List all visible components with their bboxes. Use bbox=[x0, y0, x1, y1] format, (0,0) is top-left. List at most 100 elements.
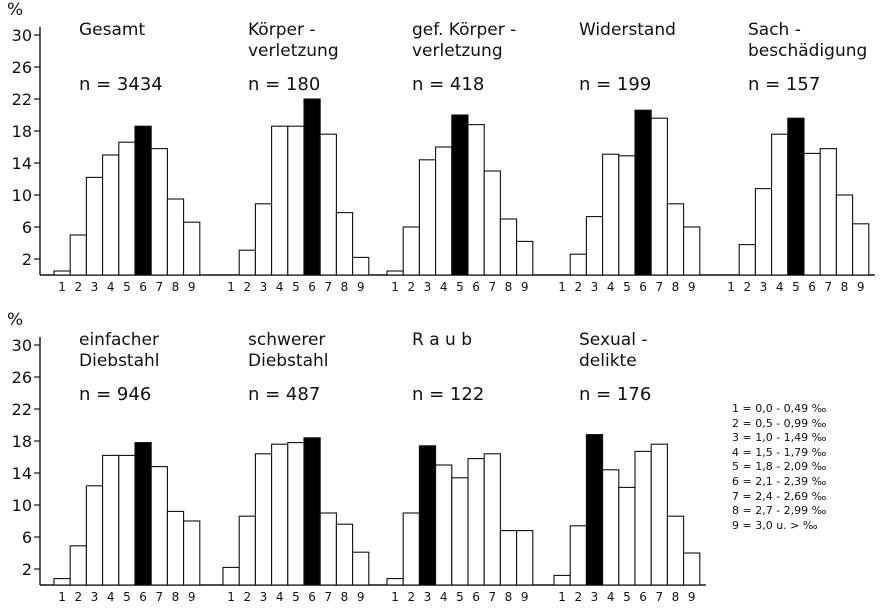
category-legend: 1 = 0,0 - 0,49 ‰ 2 = 0,5 - 0,99 ‰ 3 = 1,… bbox=[732, 402, 826, 533]
bar bbox=[467, 124, 485, 276]
x-tick-label: 8 bbox=[341, 280, 349, 294]
bar bbox=[335, 523, 354, 586]
x-tick-label: 2 bbox=[74, 280, 82, 294]
x-tick-label: 7 bbox=[655, 280, 663, 294]
y-tick-label: 14 bbox=[12, 464, 32, 483]
x-tick-label: 8 bbox=[672, 280, 680, 294]
x-tick-label: 9 bbox=[521, 280, 529, 294]
bar bbox=[183, 520, 201, 586]
x-tick-label: 1 bbox=[391, 280, 399, 294]
panel-title: Widerstand bbox=[579, 20, 676, 40]
bar bbox=[254, 203, 273, 276]
x-tick-label: 5 bbox=[623, 590, 631, 604]
x-tick-label: 5 bbox=[123, 590, 131, 604]
bar bbox=[516, 530, 534, 586]
x-tick-label: 1 bbox=[227, 590, 235, 604]
bar bbox=[386, 578, 404, 586]
bar bbox=[254, 453, 273, 586]
bar bbox=[602, 469, 620, 586]
bar bbox=[618, 486, 636, 586]
y-tick-label: 22 bbox=[12, 400, 32, 419]
x-tick-label: 7 bbox=[155, 280, 163, 294]
x-tick-label: 6 bbox=[639, 590, 647, 604]
y-unit-label: % bbox=[7, 310, 23, 330]
x-tick-label: 1 bbox=[727, 280, 735, 294]
bar-highlighted bbox=[585, 434, 604, 586]
x-tick-label: 7 bbox=[324, 590, 332, 604]
x-tick-label: 9 bbox=[688, 590, 696, 604]
bar bbox=[483, 170, 501, 276]
panel-title: Sach - bbox=[748, 20, 801, 40]
y-tick-label: 6 bbox=[22, 528, 32, 547]
y-tick-label: 2 bbox=[22, 250, 32, 269]
y-tick-label: 22 bbox=[12, 90, 32, 109]
sample-size-label: n = 122 bbox=[412, 384, 484, 405]
sample-size-label: n = 3434 bbox=[79, 74, 163, 95]
x-tick-label: 8 bbox=[505, 280, 513, 294]
x-tick-label: 7 bbox=[488, 590, 496, 604]
bar bbox=[650, 443, 668, 586]
bar bbox=[319, 512, 337, 586]
bar-highlighted bbox=[418, 445, 437, 586]
panel-title: verletzung bbox=[248, 41, 339, 61]
bar bbox=[819, 148, 837, 276]
panel-title: beschädigung bbox=[748, 41, 867, 61]
legend-entry: 4 = 1,5 - 1,79 ‰ bbox=[732, 445, 827, 459]
bar bbox=[287, 442, 305, 586]
bar bbox=[402, 512, 420, 586]
x-tick-label: 7 bbox=[155, 590, 163, 604]
bar bbox=[102, 154, 120, 276]
y-tick-label: 2 bbox=[22, 560, 32, 579]
bar bbox=[402, 226, 420, 276]
x-tick-label: 5 bbox=[456, 280, 464, 294]
x-tick-label: 3 bbox=[591, 590, 599, 604]
bar bbox=[754, 188, 773, 276]
x-tick-label: 3 bbox=[424, 280, 432, 294]
bar-highlighted bbox=[634, 109, 652, 276]
x-tick-label: 1 bbox=[558, 590, 566, 604]
x-tick-label: 9 bbox=[357, 280, 365, 294]
x-tick-label: 9 bbox=[188, 280, 196, 294]
x-tick-label: 4 bbox=[607, 590, 615, 604]
bar bbox=[118, 141, 136, 276]
y-tick-label: 10 bbox=[12, 496, 32, 515]
x-tick-label: 1 bbox=[391, 590, 399, 604]
x-tick-label: 5 bbox=[623, 280, 631, 294]
legend-entry: 2 = 0,5 - 0,99 ‰ bbox=[732, 416, 827, 430]
y-tick-label: 30 bbox=[12, 336, 32, 355]
y-unit-label: % bbox=[7, 0, 23, 20]
x-tick-label: 2 bbox=[243, 590, 251, 604]
panel-title: einfacher bbox=[79, 330, 159, 350]
bar bbox=[451, 477, 469, 586]
bar bbox=[435, 464, 453, 586]
bar bbox=[852, 223, 870, 276]
bar bbox=[271, 443, 289, 586]
bar bbox=[335, 212, 354, 276]
x-tick-label: 6 bbox=[808, 280, 816, 294]
x-tick-label: 2 bbox=[574, 590, 582, 604]
x-tick-label: 8 bbox=[505, 590, 513, 604]
bar bbox=[222, 566, 240, 586]
bar bbox=[618, 155, 636, 276]
x-tick-label: 5 bbox=[792, 280, 800, 294]
x-tick-label: 6 bbox=[308, 590, 316, 604]
y-tick-label: 30 bbox=[12, 26, 32, 45]
x-tick-label: 6 bbox=[139, 280, 147, 294]
x-tick-label: 5 bbox=[456, 590, 464, 604]
legend-entry: 7 = 2,4 - 2,69 ‰ bbox=[732, 489, 827, 503]
bar bbox=[803, 152, 821, 276]
bar bbox=[634, 450, 652, 586]
bar-highlighted bbox=[787, 117, 805, 276]
x-tick-label: 1 bbox=[58, 280, 66, 294]
x-tick-label: 6 bbox=[139, 590, 147, 604]
panel-title: gef. Körper - bbox=[412, 20, 516, 40]
bar bbox=[118, 454, 136, 586]
bar bbox=[183, 221, 201, 276]
panel-title: Sexual - bbox=[579, 330, 647, 350]
x-tick-label: 9 bbox=[188, 590, 196, 604]
bar bbox=[483, 453, 501, 586]
x-tick-label: 1 bbox=[58, 590, 66, 604]
legend-entry: 3 = 1,0 - 1,49 ‰ bbox=[732, 431, 827, 445]
panel-title: R a u b bbox=[412, 330, 472, 350]
